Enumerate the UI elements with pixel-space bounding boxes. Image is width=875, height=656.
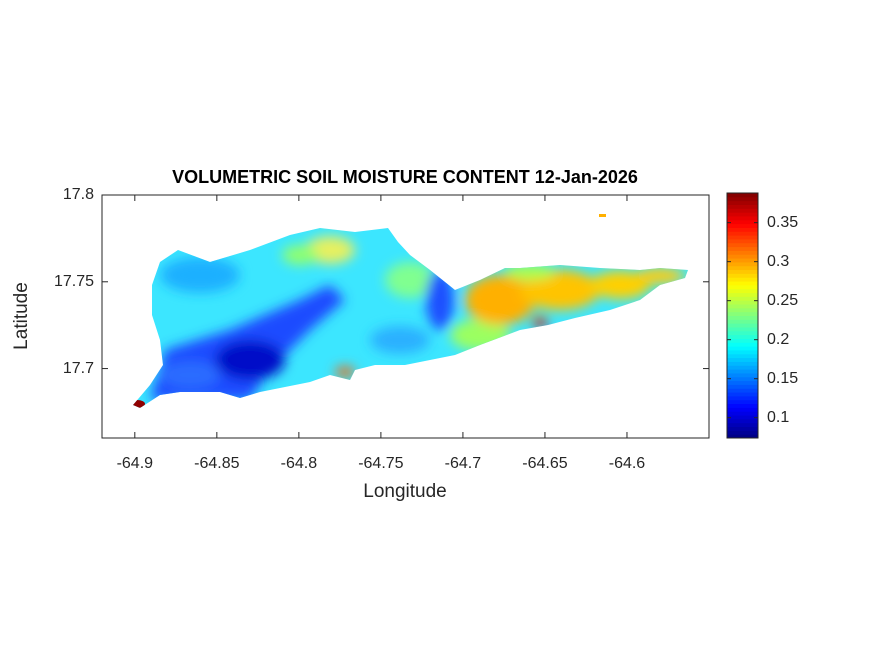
colorbar-cell xyxy=(727,392,758,397)
colorbar-cell xyxy=(727,300,758,305)
colorbar-cell xyxy=(727,384,758,389)
colorbar-cell xyxy=(727,208,758,213)
colorbar-cell xyxy=(727,231,758,236)
colorbar-cell xyxy=(727,261,758,267)
colorbar-cell xyxy=(727,357,758,362)
y-tick-label: 17.7 xyxy=(63,360,94,377)
islet xyxy=(599,214,606,217)
colorbar-cell xyxy=(727,219,758,225)
colorbar-box xyxy=(726,192,759,439)
colorbar-cell xyxy=(727,265,758,271)
colorbar-cell xyxy=(727,338,758,343)
x-tick-label: -64.6 xyxy=(609,455,646,472)
colorbar-cell xyxy=(727,288,758,294)
colorbar-cell xyxy=(727,238,758,244)
colorbar-cell xyxy=(727,311,758,316)
colorbar-cell xyxy=(727,415,758,420)
colorbar-cell xyxy=(727,342,758,347)
colorbar-cell xyxy=(727,319,758,324)
colorbar-cell xyxy=(727,246,758,251)
colorbar-cell xyxy=(727,326,758,332)
colorbar-cell xyxy=(727,212,758,217)
colorbar-cell xyxy=(727,422,758,428)
colorbar-cell xyxy=(727,284,758,290)
colorbar-tick-label: 0.25 xyxy=(767,292,798,309)
colorbar-cell xyxy=(727,193,758,198)
x-tick-label: -64.85 xyxy=(194,455,239,472)
colorbar-cell xyxy=(727,204,758,209)
y-tick-label: 17.75 xyxy=(54,273,94,290)
colorbar-cell xyxy=(727,349,758,355)
colorbar-cell xyxy=(727,334,758,339)
x-axis-label: Longitude xyxy=(363,481,446,502)
colorbar-cell xyxy=(727,330,758,336)
colorbar-cell xyxy=(727,200,758,205)
x-tick-label: -64.9 xyxy=(117,455,154,472)
x-tick-label: -64.8 xyxy=(281,455,318,472)
chart-title: VOLUMETRIC SOIL MOISTURE CONTENT 12-Jan-… xyxy=(172,167,638,187)
x-tick-label: -64.75 xyxy=(358,455,403,472)
colorbar-tick-label: 0.3 xyxy=(767,253,789,270)
colorbar-cell xyxy=(727,395,758,401)
colorbar-cell xyxy=(727,242,758,248)
colorbar-cell xyxy=(727,269,758,274)
colorbar-cell xyxy=(727,426,758,431)
y-tick-label: 17.8 xyxy=(63,186,94,203)
colorbar-cell xyxy=(727,323,758,328)
colorbar-cell xyxy=(727,196,758,202)
colorbar-cell xyxy=(727,254,758,259)
colorbar-cell xyxy=(727,277,758,282)
colorbar-cell xyxy=(727,372,758,378)
colorbar-cell xyxy=(727,292,758,297)
colorbar-cell xyxy=(727,376,758,382)
colorbar-tick-label: 0.15 xyxy=(767,370,798,387)
colorbar-cell xyxy=(727,407,758,412)
colorbar-cell xyxy=(727,403,758,408)
colorbar-tick-label: 0.35 xyxy=(767,214,798,231)
colorbar-cell xyxy=(727,361,758,366)
colorbar-cell xyxy=(727,369,758,374)
colorbar-cell xyxy=(727,380,758,385)
colorbar-tick-label: 0.2 xyxy=(767,331,789,348)
colorbar-cell xyxy=(727,365,758,370)
colorbar-cell xyxy=(727,315,758,320)
colorbar-cell xyxy=(727,215,758,221)
colorbar-tick-label: 0.1 xyxy=(767,409,789,426)
colorbar-cell xyxy=(727,296,758,301)
colorbar-cell xyxy=(727,411,758,416)
colorbar-cell xyxy=(727,307,758,313)
colorbar-cell xyxy=(727,273,758,278)
colorbar-cell xyxy=(727,346,758,351)
colorbar-cell xyxy=(727,353,758,359)
colorbar-cell xyxy=(727,281,758,286)
colorbar-cell xyxy=(727,235,758,240)
colorbar-cell xyxy=(727,430,758,435)
x-tick-label: -64.7 xyxy=(445,455,482,472)
colorbar-cell xyxy=(727,304,758,309)
y-axis-label: Latitude xyxy=(11,282,32,350)
colorbar-cell xyxy=(727,250,758,255)
colorbar-cell xyxy=(727,223,758,228)
colorbar-cell xyxy=(727,434,758,439)
x-tick-label: -64.65 xyxy=(522,455,567,472)
colorbar-cell xyxy=(727,227,758,232)
colorbar-cell xyxy=(727,388,758,393)
colorbar-cell xyxy=(727,418,758,424)
colorbar-cell xyxy=(727,258,758,263)
colorbar-cell xyxy=(727,399,758,405)
